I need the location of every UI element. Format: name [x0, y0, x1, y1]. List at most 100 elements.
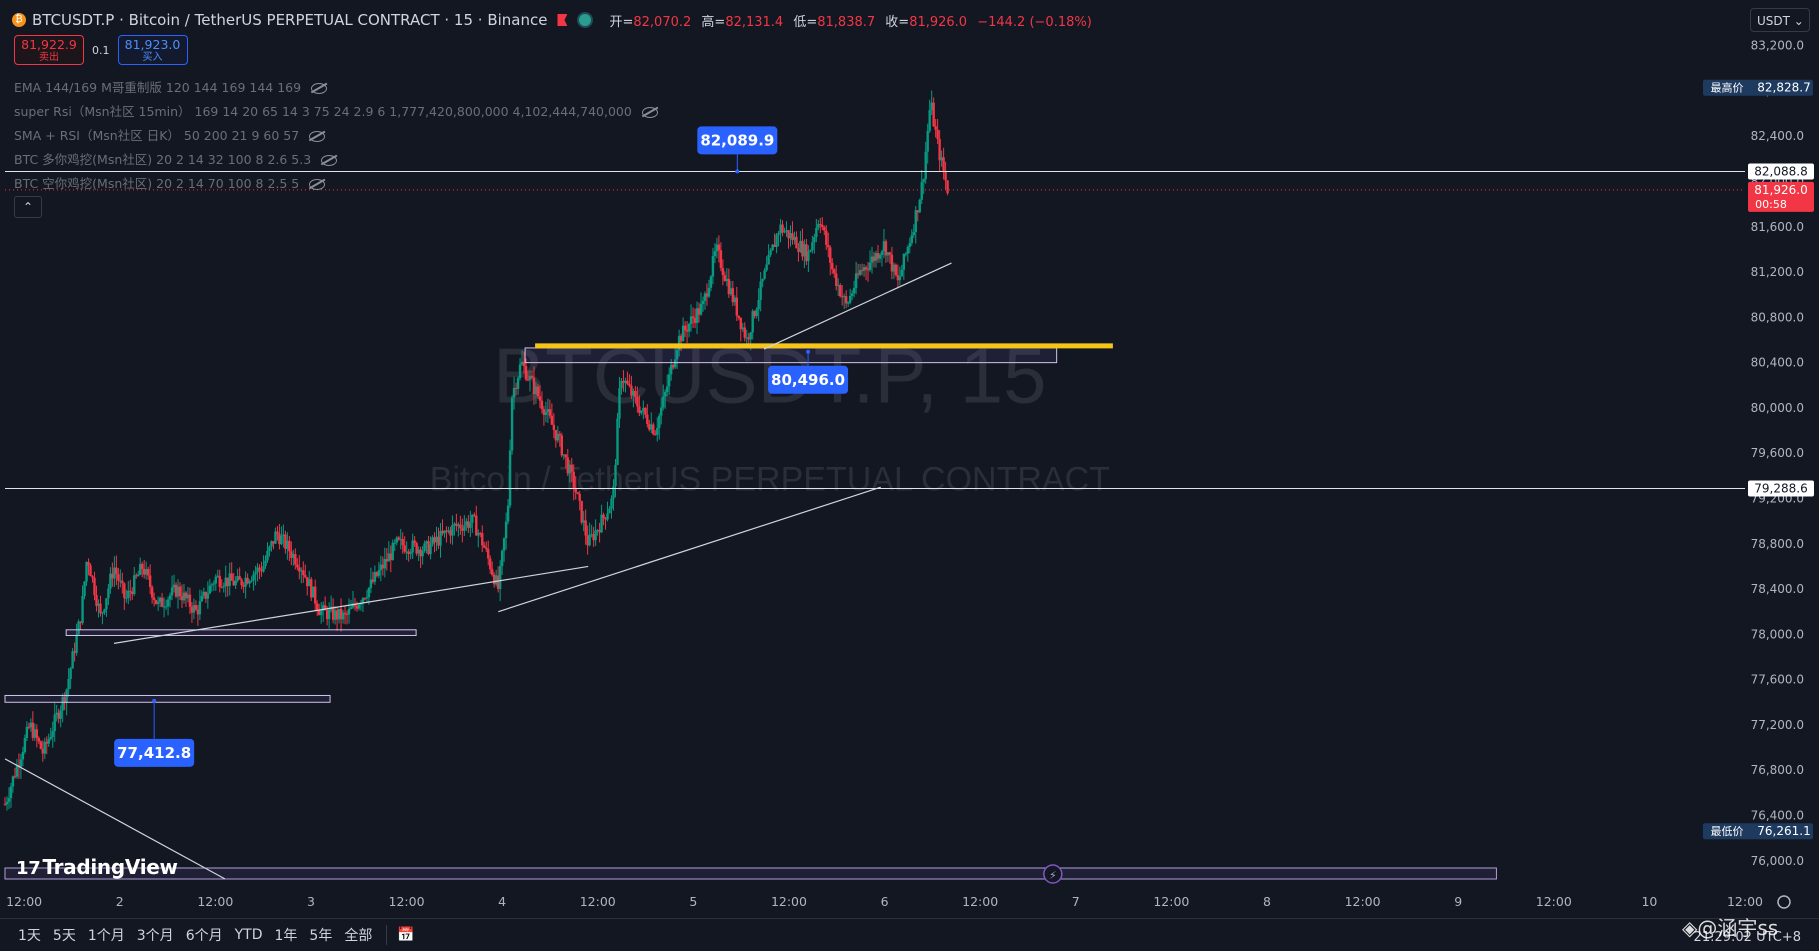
indicator-item[interactable]: BTC 空你鸡挖(Msn社区) 20 2 14 70 100 8 2.5 5 — [14, 172, 658, 196]
candle-body — [936, 129, 939, 139]
candle-body — [200, 595, 204, 602]
candles-group — [3, 90, 949, 811]
candle-body — [737, 315, 740, 318]
candle-body — [439, 530, 442, 546]
range-ytd-button[interactable]: YTD — [234, 927, 263, 943]
tradingview-logo[interactable]: 17 TradingView — [16, 855, 178, 879]
candle-body — [681, 325, 685, 342]
candle-body — [636, 396, 639, 407]
candle-body — [361, 598, 365, 604]
candle-body — [302, 570, 305, 576]
candle-body — [9, 786, 13, 799]
candle-body — [49, 737, 52, 740]
candle-body — [757, 299, 760, 310]
candle-body — [194, 605, 198, 610]
zone-rectangle[interactable] — [4, 694, 331, 703]
eye-hidden-icon[interactable] — [321, 154, 338, 166]
trendline[interactable] — [498, 486, 881, 613]
eye-hidden-icon[interactable] — [309, 130, 326, 142]
lightning-icon[interactable] — [1043, 864, 1063, 884]
candle-body — [131, 591, 134, 595]
price-callout[interactable] — [114, 738, 195, 767]
zone-rectangle[interactable] — [524, 347, 1058, 364]
candle-body — [483, 545, 486, 548]
indicator-item[interactable]: SMA + RSI（Msn社区 日K） 50 200 21 9 60 57 — [14, 124, 658, 148]
time-tick-label: 7 — [1072, 894, 1080, 909]
currency-selector[interactable]: USDT ⌄ — [1750, 8, 1810, 32]
candle-body — [687, 323, 691, 332]
range-5y-button[interactable]: 5年 — [309, 928, 333, 944]
candle-body — [846, 302, 850, 304]
candle-body — [419, 549, 422, 557]
candle-body — [878, 254, 882, 259]
indicator-item[interactable]: BTC 多你鸡挖(Msn社区) 20 2 14 32 100 8 2.6 5.3 — [14, 148, 658, 172]
high-label: 高= — [701, 14, 726, 30]
range-1y-button[interactable]: 1年 — [274, 928, 298, 944]
range-1m-button[interactable]: 1个月 — [87, 928, 125, 944]
candle-body — [431, 537, 434, 545]
calendar-icon[interactable]: 📅 — [397, 927, 415, 943]
candle-body — [910, 235, 913, 244]
indicator-item[interactable]: EMA 144/169 M哥重制版 120 144 169 144 169 — [14, 76, 658, 100]
candle-body — [383, 558, 387, 569]
candle-body — [59, 710, 62, 719]
zone-rectangle[interactable] — [65, 629, 417, 636]
symbol-title[interactable]: BTCUSDT.P · Bitcoin / TetherUS PERPETUAL… — [32, 11, 548, 29]
range-all-button[interactable]: 全部 — [344, 928, 373, 944]
candle-body — [926, 130, 929, 152]
range-3m-button[interactable]: 3个月 — [136, 928, 174, 944]
candle-body — [133, 575, 136, 595]
time-range-box[interactable] — [4, 867, 1497, 880]
candle-body — [168, 595, 172, 600]
candle-body — [7, 798, 11, 802]
candle-body — [701, 300, 705, 304]
range-5d-button[interactable]: 5天 — [52, 928, 76, 944]
candle-body — [451, 524, 454, 536]
candle-body — [922, 179, 925, 183]
range-6m-button[interactable]: 6个月 — [185, 928, 223, 944]
trade-panel: 81,922.9 卖出 0.1 81,923.0 买入 — [14, 35, 188, 65]
candle-body — [222, 586, 225, 588]
candle-body — [226, 577, 229, 587]
candle-body — [518, 364, 522, 379]
indicator-item[interactable]: super Rsi（Msn社区 15min） 169 14 20 65 14 3… — [14, 100, 658, 124]
candle-body — [536, 386, 540, 397]
candle-body — [280, 535, 283, 545]
eye-hidden-icon[interactable] — [641, 106, 658, 118]
candle-body — [447, 530, 450, 532]
candle-body — [747, 337, 750, 340]
time-tick-label: 12:00 — [771, 894, 807, 909]
eye-hidden-icon[interactable] — [309, 178, 326, 190]
candle-body — [588, 534, 591, 546]
candle-body — [13, 776, 17, 778]
candle-body — [256, 567, 259, 573]
indicator-label: EMA 144/169 M哥重制版 120 144 169 144 169 — [14, 80, 302, 95]
eye-hidden-icon[interactable] — [311, 82, 328, 94]
indicator-label: SMA + RSI（Msn社区 日K） 50 200 21 9 60 57 — [14, 128, 300, 143]
candle-body — [751, 311, 754, 333]
trendline[interactable] — [763, 262, 952, 350]
candle-body — [73, 651, 76, 653]
sell-button[interactable]: 81,922.9 卖出 — [14, 35, 84, 65]
candle-body — [425, 541, 428, 544]
flag-icon[interactable] — [557, 14, 568, 26]
candle-body — [532, 377, 536, 395]
candle-body — [542, 409, 546, 415]
collapse-legend-button[interactable]: ⌃ — [14, 196, 42, 218]
candle-body — [600, 514, 603, 533]
price-callout[interactable] — [697, 126, 778, 155]
settings-gear-icon[interactable] — [1777, 895, 1791, 909]
candle-body — [504, 521, 508, 539]
price-callout[interactable] — [768, 365, 849, 394]
price-callout-label: 82,089.9 — [700, 131, 774, 149]
candle-body — [803, 244, 806, 257]
trendline[interactable] — [113, 565, 589, 644]
candle-body — [81, 595, 84, 624]
time-tick-label: 2 — [116, 894, 124, 909]
candle-body — [5, 801, 9, 805]
buy-button[interactable]: 81,923.0 买入 — [117, 35, 188, 65]
trendline[interactable] — [4, 758, 226, 880]
range-1d-button[interactable]: 1天 — [18, 928, 41, 944]
candle-body — [654, 434, 657, 436]
